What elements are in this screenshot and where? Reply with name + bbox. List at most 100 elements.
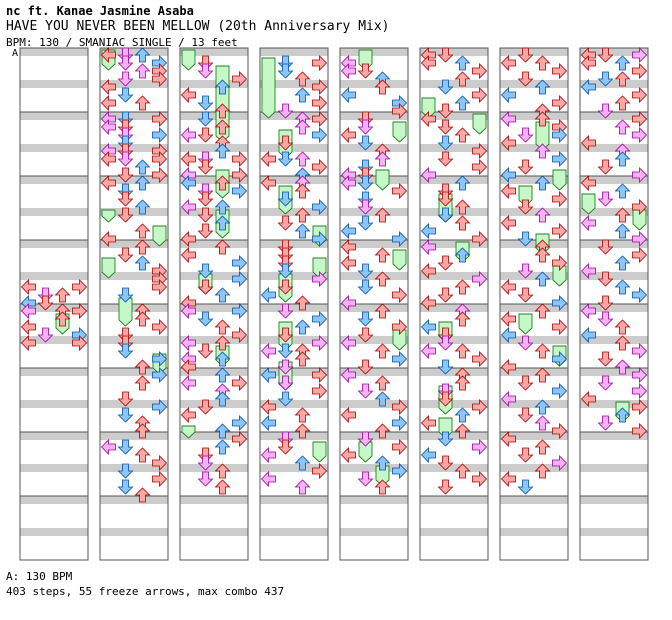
beat-band — [260, 272, 328, 280]
down-arrow — [357, 191, 374, 207]
down-arrow — [277, 239, 294, 255]
up-arrow — [214, 119, 231, 135]
left-arrow — [20, 279, 36, 295]
down-arrow — [517, 287, 534, 303]
down-arrow — [277, 135, 294, 151]
right-arrow — [72, 335, 88, 351]
down-arrow — [197, 343, 214, 359]
beat-band — [20, 272, 88, 280]
beat-band — [500, 368, 568, 376]
beat-band — [500, 400, 568, 408]
beat-band — [340, 368, 408, 376]
down-arrow — [357, 215, 374, 231]
left-arrow — [500, 87, 516, 103]
beat-band — [420, 112, 488, 120]
down-arrow — [277, 255, 294, 271]
beat-band — [180, 432, 248, 440]
down-arrow — [357, 359, 374, 375]
up-arrow — [214, 287, 231, 303]
down-arrow — [517, 127, 534, 143]
chart-column — [499, 47, 569, 561]
up-arrow — [134, 487, 151, 503]
right-arrow — [392, 439, 408, 455]
down-arrow — [357, 279, 374, 295]
beat-band — [500, 336, 568, 344]
up-arrow — [534, 367, 551, 383]
down-arrow — [277, 327, 294, 343]
up-arrow — [534, 343, 551, 359]
up-arrow — [374, 455, 391, 471]
up-arrow — [534, 303, 551, 319]
beat-band — [20, 240, 88, 248]
up-arrow — [134, 63, 151, 79]
column-border — [339, 47, 409, 561]
down-arrow — [357, 111, 374, 127]
left-arrow — [500, 391, 516, 407]
up-arrow — [214, 199, 231, 215]
right-arrow — [312, 111, 328, 127]
up-arrow — [134, 255, 151, 271]
down-arrow — [277, 191, 294, 207]
left-arrow — [260, 447, 276, 463]
beat-band — [20, 336, 88, 344]
down-arrow — [357, 311, 374, 327]
down-arrow — [117, 247, 134, 263]
section-label: A — [12, 48, 19, 59]
down-arrow — [437, 335, 454, 351]
right-arrow — [392, 319, 408, 335]
column-border — [179, 47, 249, 561]
beat-band — [500, 432, 568, 440]
down-arrow — [117, 71, 134, 87]
down-arrow — [597, 415, 614, 431]
beat-band — [580, 208, 648, 216]
right-arrow — [152, 167, 168, 183]
right-arrow — [632, 111, 648, 127]
down-arrow — [197, 279, 214, 295]
right-arrow — [152, 367, 168, 383]
beat-band — [340, 144, 408, 152]
left-arrow — [580, 55, 596, 71]
freeze-arrow — [312, 441, 327, 463]
left-arrow — [340, 87, 356, 103]
down-arrow — [437, 47, 454, 63]
down-arrow — [277, 303, 294, 319]
right-arrow — [152, 151, 168, 167]
right-arrow — [552, 423, 568, 439]
beat-band — [580, 80, 648, 88]
left-arrow — [180, 231, 196, 247]
right-arrow — [552, 319, 568, 335]
right-arrow — [472, 271, 488, 287]
left-arrow — [580, 303, 596, 319]
down-arrow — [117, 55, 134, 71]
right-arrow — [152, 71, 168, 87]
down-arrow — [517, 47, 534, 63]
left-arrow — [420, 447, 436, 463]
down-arrow — [117, 151, 134, 167]
up-arrow — [614, 335, 631, 351]
column-border — [499, 47, 569, 561]
left-arrow — [100, 439, 116, 455]
right-arrow — [552, 95, 568, 111]
down-arrow — [357, 383, 374, 399]
right-arrow — [632, 63, 648, 79]
beat-band — [580, 496, 648, 504]
down-arrow — [197, 151, 214, 167]
right-arrow — [152, 455, 168, 471]
beat-band — [100, 144, 168, 152]
down-arrow — [197, 183, 214, 199]
beat-band — [20, 304, 88, 312]
up-arrow — [54, 311, 71, 327]
freeze-arrow — [152, 225, 167, 247]
up-arrow — [134, 423, 151, 439]
left-arrow — [500, 167, 516, 183]
down-arrow — [277, 63, 294, 79]
up-arrow — [534, 439, 551, 455]
right-arrow — [152, 399, 168, 415]
right-arrow — [632, 87, 648, 103]
right-arrow — [552, 383, 568, 399]
down-arrow — [357, 175, 374, 191]
up-arrow — [534, 399, 551, 415]
up-arrow — [214, 239, 231, 255]
right-arrow — [232, 303, 248, 319]
up-arrow — [214, 175, 231, 191]
